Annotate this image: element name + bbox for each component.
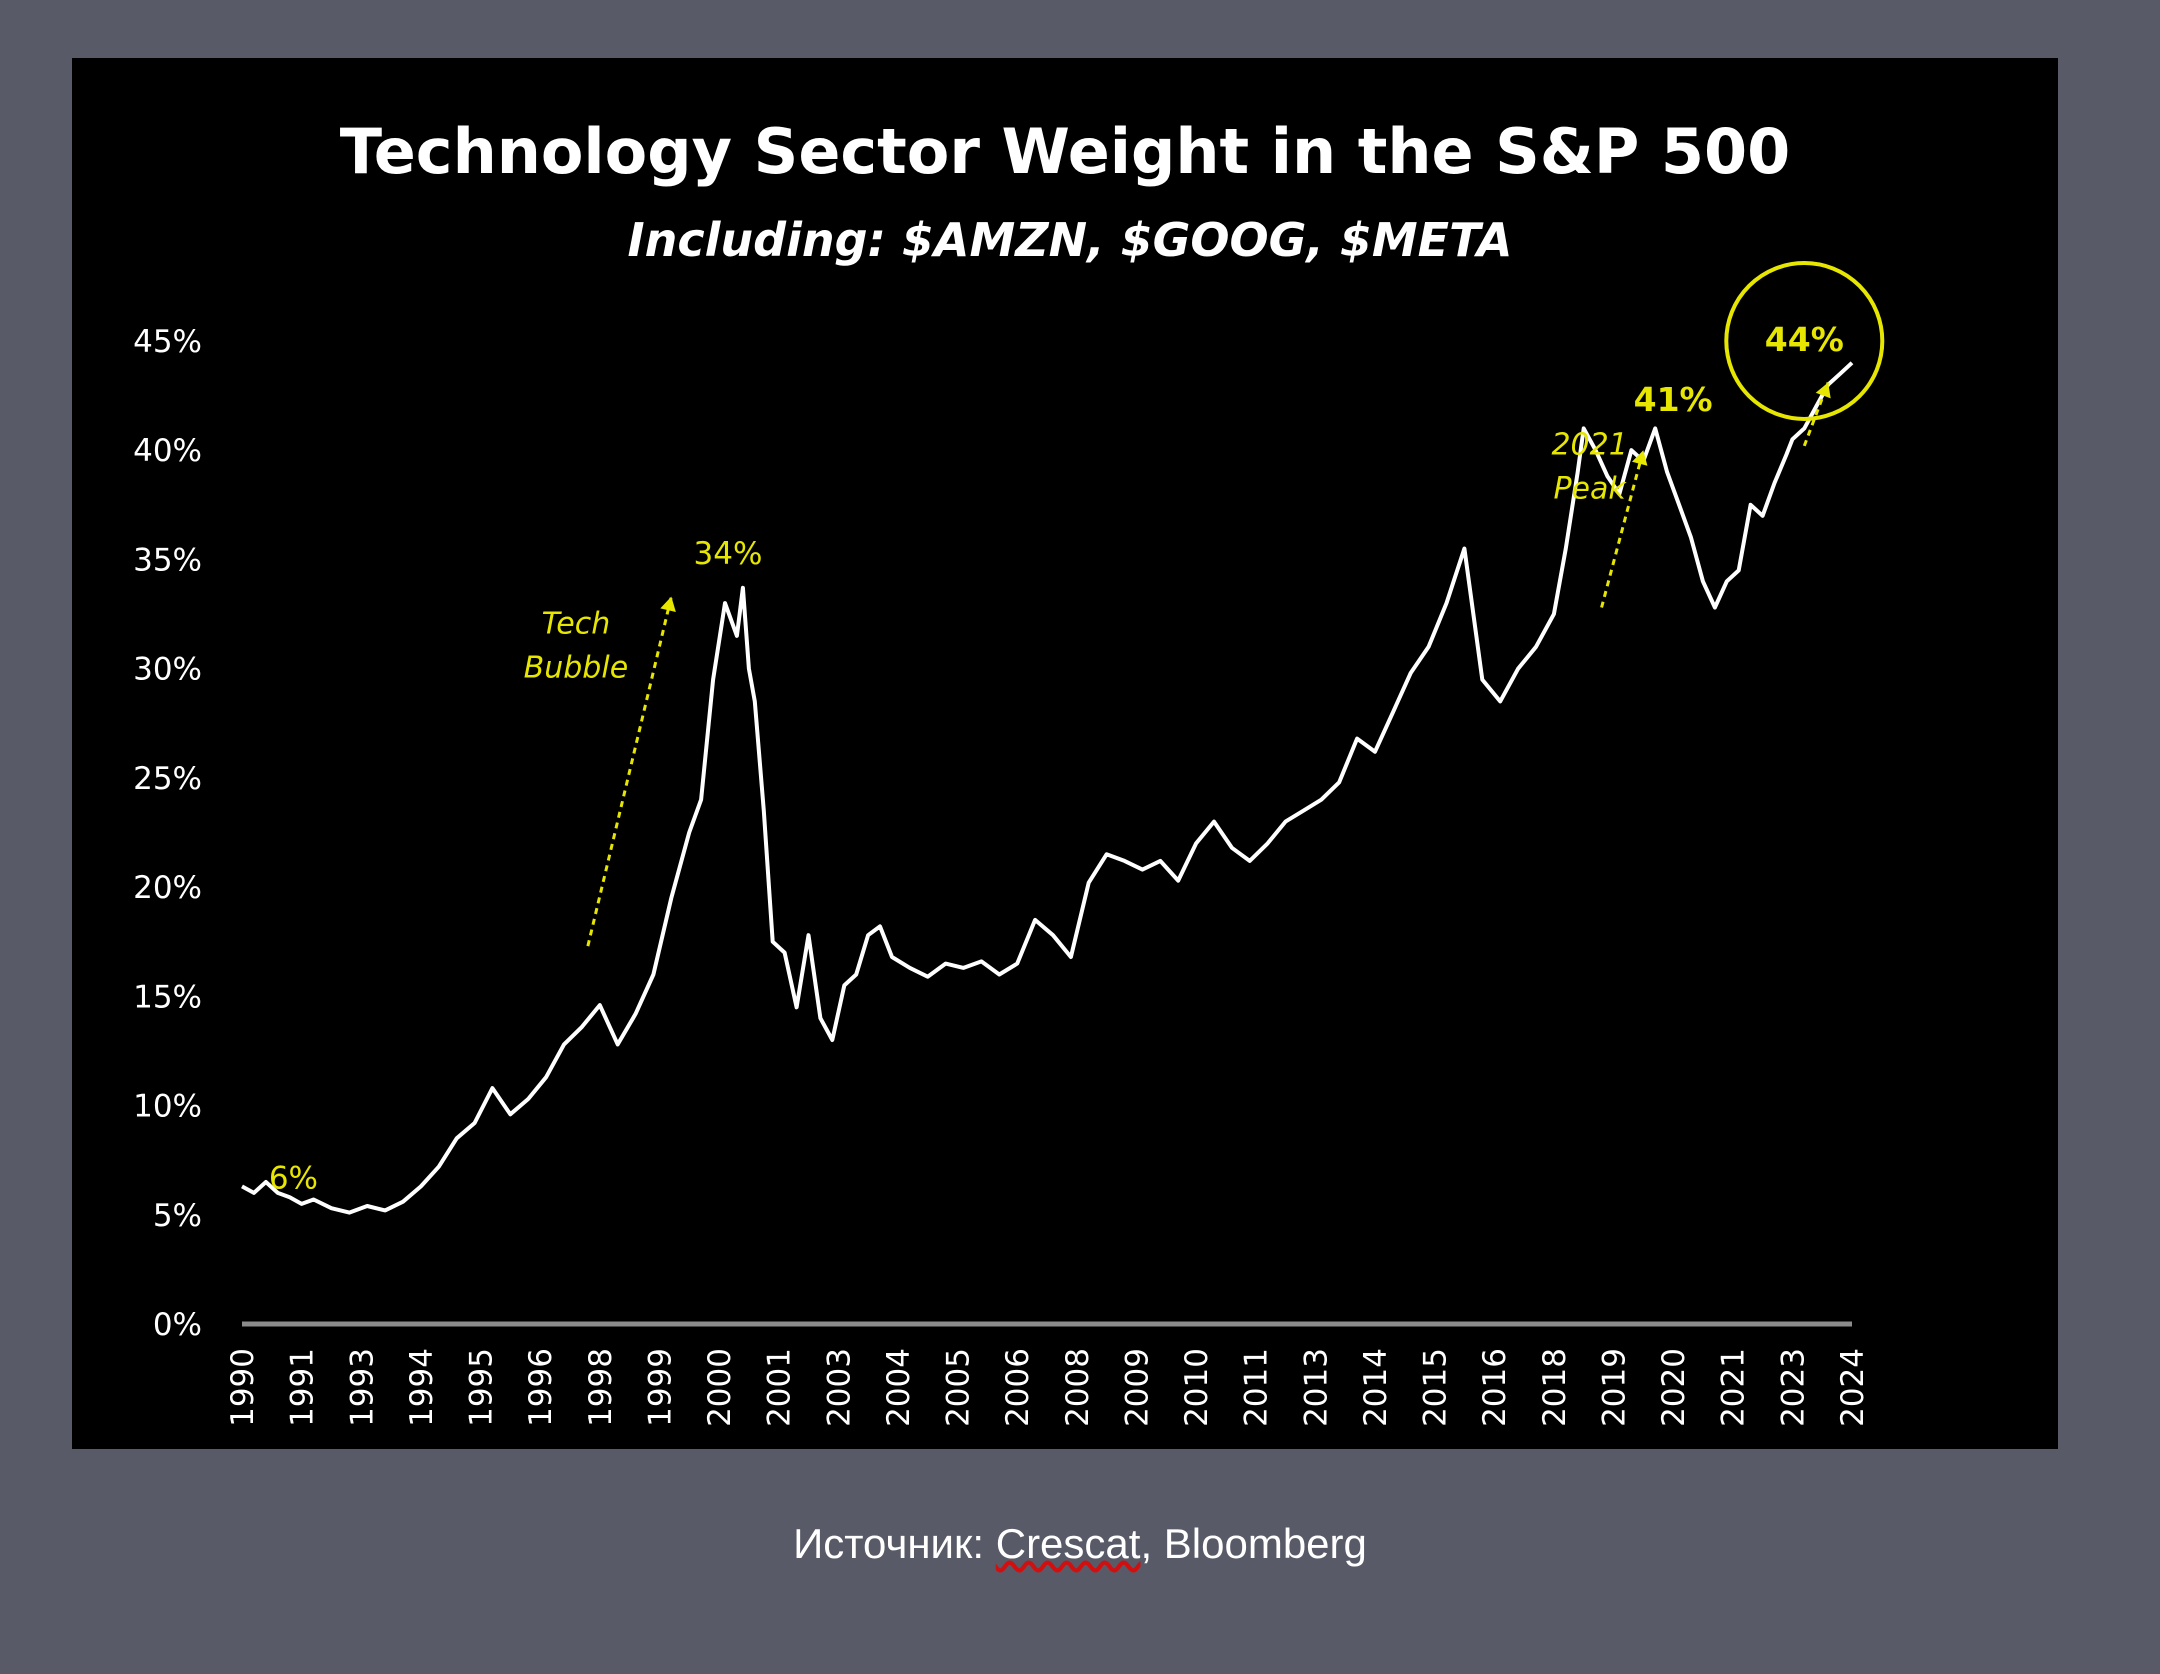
x-tick-label: 2006: [1000, 1348, 1036, 1427]
annotation-tech-bubble-line2: Bubble: [524, 650, 628, 685]
latest-highlight-circle: [1724, 261, 1885, 421]
y-axis-ticks: 0% 5% 10% 15% 20% 25% 30% 35% 40% 45%: [133, 324, 202, 1343]
x-tick-label: 2015: [1418, 1348, 1454, 1427]
y-tick-label: 20%: [133, 870, 202, 906]
x-tick-label: 2003: [821, 1348, 857, 1427]
x-tick-label: 1993: [344, 1348, 380, 1427]
y-tick-label: 25%: [133, 761, 202, 797]
source-prefix: Источник:: [793, 1520, 996, 1567]
source-suffix: , Bloomberg: [1140, 1520, 1367, 1567]
x-tick-label: 2010: [1179, 1348, 1215, 1427]
tech-bubble-arrowhead: [660, 596, 676, 613]
x-tick-label: 2024: [1835, 1348, 1871, 1427]
x-axis-ticks: 1990 1991 1993 1994 1995 1996 1998 1999 2000 2001…: [225, 1348, 1871, 1427]
chart-svg: Technology Sector Weight in the S&P 500 …: [133, 115, 1885, 1427]
x-tick-label: 2004: [881, 1348, 917, 1427]
y-tick-label: 40%: [133, 433, 202, 469]
source-link-crescat: Crescat: [995, 1520, 1141, 1567]
x-tick-label: 2005: [941, 1348, 977, 1427]
x-tick-label: 2009: [1119, 1348, 1155, 1427]
peak-2021-arrowhead: [1631, 450, 1648, 466]
annotation-2021-peak-line1: 2021: [1551, 428, 1627, 463]
y-tick-label: 45%: [133, 324, 202, 360]
annotation-peak-2021-value: 41%: [1634, 380, 1713, 419]
x-tick-label: 1995: [464, 1348, 500, 1427]
latest-arrowhead: [1815, 382, 1831, 399]
x-tick-label: 2021: [1716, 1348, 1752, 1427]
y-tick-label: 5%: [153, 1198, 202, 1234]
y-tick-label: 35%: [133, 542, 202, 578]
x-tick-label: 2023: [1775, 1348, 1811, 1427]
annotation-2021-peak-line2: Peak: [1553, 471, 1627, 506]
y-tick-label: 15%: [133, 979, 202, 1015]
annotation-tech-bubble-line1: Tech: [542, 607, 611, 642]
x-tick-label: 1991: [285, 1348, 321, 1427]
annotation-peak-2000: 34%: [694, 536, 763, 572]
peak-2021-arrow: [1600, 449, 1645, 608]
y-tick-label: 10%: [133, 1089, 202, 1125]
x-tick-label: 2011: [1239, 1348, 1275, 1427]
x-tick-label: 1994: [404, 1348, 440, 1427]
chart-panel: Technology Sector Weight in the S&P 500 …: [72, 58, 2058, 1449]
x-tick-label: 2018: [1537, 1348, 1573, 1427]
annotation-start-value: 6%: [269, 1161, 318, 1197]
x-tick-label: 2008: [1060, 1348, 1096, 1427]
x-tick-label: 2020: [1656, 1348, 1692, 1427]
annotation-latest-value: 44%: [1765, 320, 1844, 359]
x-tick-label: 2014: [1358, 1348, 1394, 1427]
x-tick-label: 2013: [1298, 1348, 1334, 1427]
x-tick-label: 2019: [1596, 1348, 1632, 1427]
y-tick-label: 30%: [133, 652, 202, 688]
x-tick-label: 1990: [225, 1348, 261, 1427]
x-tick-label: 1996: [523, 1348, 559, 1427]
x-tick-label: 1998: [583, 1348, 619, 1427]
y-tick-label: 0%: [153, 1307, 202, 1343]
x-tick-label: 2000: [702, 1348, 738, 1427]
x-tick-label: 2016: [1477, 1348, 1513, 1427]
annotations: 6% Tech Bubble 34% 2021 Peak 41% 44%: [269, 261, 1885, 1197]
chart-subtitle: Including: $AMZN, $GOOG, $META: [628, 213, 1513, 267]
chart-title: Technology Sector Weight in the S&P 500: [340, 115, 1791, 188]
tech-bubble-arrow: [586, 596, 673, 947]
source-caption: Источник: Crescat, Bloomberg: [0, 1520, 2160, 1568]
x-tick-label: 1999: [642, 1348, 678, 1427]
x-tick-label: 2001: [762, 1348, 798, 1427]
